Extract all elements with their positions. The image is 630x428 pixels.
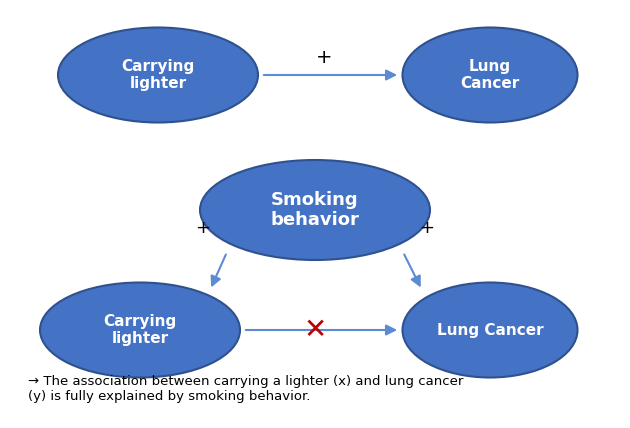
- Text: +: +: [195, 219, 210, 237]
- Text: Lung
Cancer: Lung Cancer: [461, 59, 520, 91]
- Text: Smoking
behavior: Smoking behavior: [270, 190, 360, 229]
- Text: Carrying
lighter: Carrying lighter: [122, 59, 195, 91]
- Text: ✕: ✕: [304, 316, 326, 344]
- Ellipse shape: [200, 160, 430, 260]
- Ellipse shape: [58, 27, 258, 122]
- Text: → The association between carrying a lighter (x) and lung cancer
(y) is fully ex: → The association between carrying a lig…: [28, 375, 464, 403]
- Text: Carrying
lighter: Carrying lighter: [103, 314, 176, 346]
- Ellipse shape: [403, 27, 578, 122]
- Ellipse shape: [40, 282, 240, 377]
- Text: Lung Cancer: Lung Cancer: [437, 323, 543, 338]
- Ellipse shape: [403, 282, 578, 377]
- Text: +: +: [420, 219, 435, 237]
- Text: +: +: [316, 48, 332, 66]
